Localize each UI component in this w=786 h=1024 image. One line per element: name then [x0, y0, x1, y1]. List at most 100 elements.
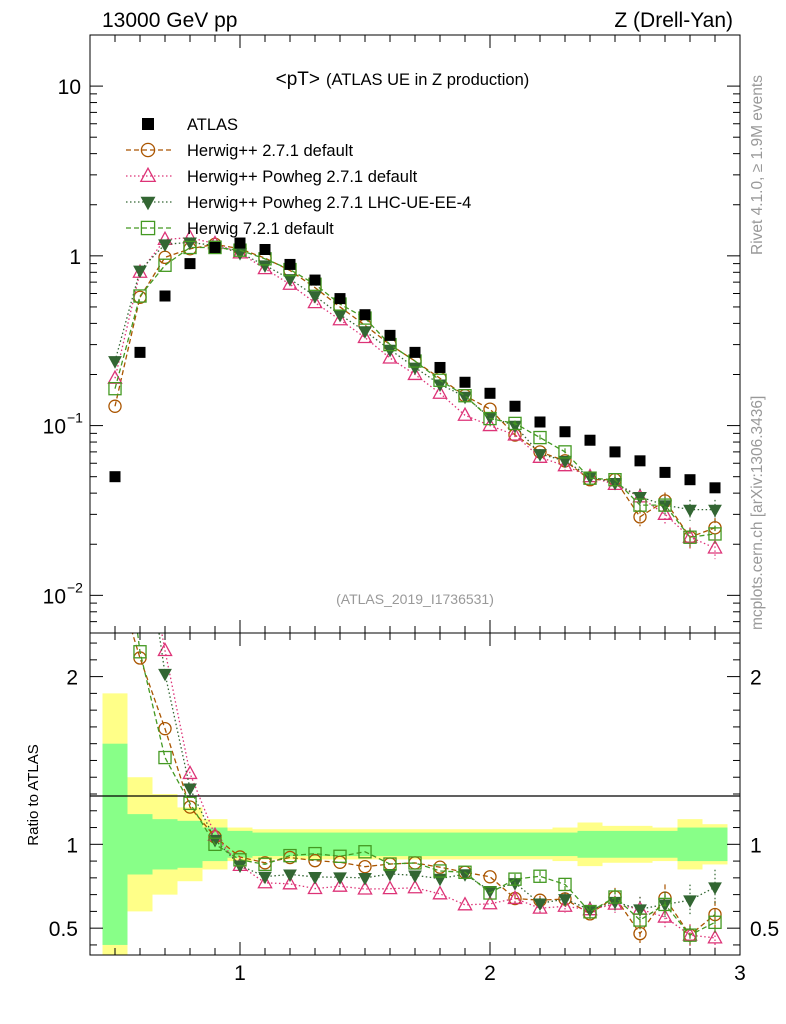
band-inner	[627, 830, 653, 858]
band-inner	[427, 832, 453, 857]
data-point	[459, 376, 471, 388]
band-inner	[352, 832, 378, 857]
triangle-down-marker	[158, 239, 172, 252]
y-tick-label: 10	[43, 585, 66, 608]
triangle-up-marker	[282, 875, 298, 890]
square-marker	[183, 240, 197, 255]
triangle-up-marker	[507, 426, 523, 441]
series-line	[114, 241, 715, 511]
triangle-up-marker	[707, 539, 723, 554]
ratio-panel: 2 2 1 1 0.5 0.5 1 2 3 Ratio to ATLAS	[25, 632, 779, 985]
triangle-down-marker	[140, 196, 156, 211]
data-point	[434, 361, 446, 373]
data-point	[584, 434, 596, 446]
triangle-down-marker	[358, 326, 372, 339]
triangle-up-marker	[382, 349, 398, 364]
band-inner	[127, 814, 153, 875]
triangle-down-marker	[308, 872, 322, 885]
square-marker	[158, 750, 172, 765]
triangle-down-marker	[158, 668, 172, 682]
triangle-up-marker	[307, 294, 323, 309]
data-point	[359, 309, 371, 321]
square-marker	[583, 905, 597, 919]
ratio-tick-label-right: 2	[750, 667, 762, 690]
triangle-down-marker	[308, 291, 322, 304]
x-tick-label: 1	[234, 962, 246, 985]
triangle-up-marker	[307, 880, 323, 895]
data-point	[234, 237, 246, 249]
triangle-down-marker	[683, 504, 697, 518]
ratio-tick-label: 0.5	[49, 918, 78, 941]
data-point	[709, 482, 721, 494]
triangle-down-marker	[408, 362, 422, 376]
triangle-up-marker	[707, 929, 723, 944]
square-marker	[433, 373, 447, 387]
data-point	[509, 400, 521, 412]
square-marker	[508, 872, 522, 886]
triangle-up-marker	[382, 880, 398, 895]
x-tick-label: 2	[484, 962, 496, 985]
triangle-down-marker	[533, 898, 547, 912]
triangle-up-marker	[357, 880, 373, 895]
square-marker	[583, 471, 597, 485]
square-marker	[533, 869, 547, 883]
triangle-up-marker	[557, 897, 573, 912]
rivet-label: Rivet 4.1.0, ≥ 1.9M events	[749, 75, 766, 255]
x-tick-label: 3	[734, 962, 746, 985]
triangle-down-marker	[683, 895, 697, 908]
band-inner	[152, 819, 178, 870]
band-inner	[102, 743, 128, 945]
ratio-tick-label: 1	[66, 834, 78, 857]
data-point	[334, 293, 346, 305]
square-marker	[133, 289, 147, 303]
ratio-tick-label-right: 0.5	[750, 918, 779, 941]
band-inner	[277, 832, 303, 857]
triangle-down-marker	[183, 237, 197, 251]
band-inner	[177, 820, 203, 868]
circle-marker	[158, 721, 172, 736]
triangle-down-marker	[258, 260, 272, 273]
square-marker	[183, 796, 197, 811]
band-inner	[327, 832, 353, 857]
y-tick-label: 10	[43, 416, 66, 439]
square-marker	[208, 837, 222, 852]
data-point	[609, 446, 621, 458]
square-marker	[283, 848, 297, 863]
legend-marker-atlas	[142, 118, 154, 130]
triangle-up-marker	[332, 877, 348, 892]
triangle-up-marker	[257, 260, 273, 275]
watermark: (ATLAS_2019_I1736531)	[336, 591, 494, 607]
header-right: Z (Drell-Yan)	[614, 9, 733, 32]
triangle-down-marker	[483, 885, 497, 899]
triangle-down-marker	[533, 449, 547, 462]
triangle-down-marker	[283, 869, 297, 883]
main-series	[107, 229, 723, 560]
square-marker	[658, 498, 672, 512]
triangle-down-marker	[558, 455, 572, 469]
legend-label: ATLAS	[187, 116, 238, 134]
data-point	[634, 455, 646, 467]
data-point	[184, 258, 196, 270]
triangle-down-marker	[633, 904, 647, 917]
band-inner	[302, 832, 328, 857]
square-marker	[458, 389, 472, 403]
ratio-tick-label: 2	[66, 667, 78, 690]
square-marker	[358, 845, 372, 859]
triangle-up-marker	[682, 926, 698, 941]
data-point	[159, 290, 171, 302]
band-inner	[502, 832, 528, 857]
y-tick-exponent: −1	[67, 410, 83, 426]
data-point	[284, 258, 296, 270]
triangle-down-marker	[108, 356, 122, 369]
legend-label: Herwig++ Powheg 2.7.1 default	[187, 168, 418, 186]
ratio-ylabel: Ratio to ATLAS	[25, 744, 42, 845]
square-marker	[483, 411, 497, 426]
data-point	[484, 387, 496, 399]
triangle-down-marker	[458, 869, 472, 882]
triangle-up-marker	[482, 895, 498, 910]
band-inner	[252, 832, 278, 857]
square-marker	[508, 416, 522, 431]
square-marker	[433, 864, 447, 878]
triangle-up-marker	[657, 908, 673, 923]
